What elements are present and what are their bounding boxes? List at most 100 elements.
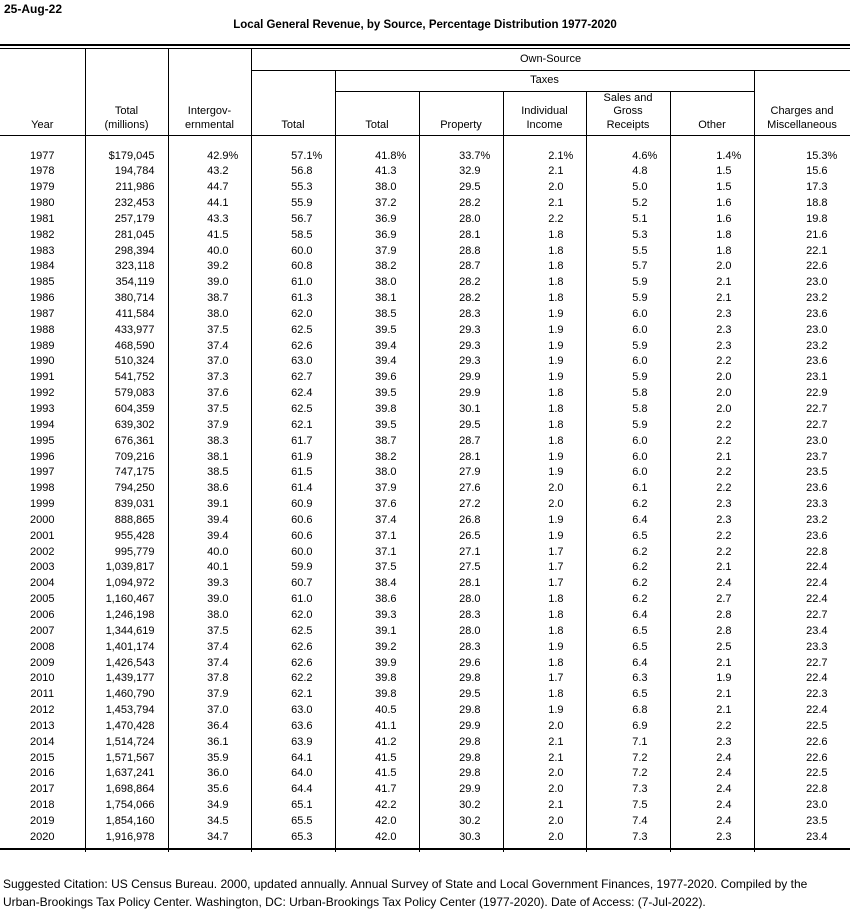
cell-sales-gross-receipts: 7.1 bbox=[586, 734, 671, 751]
cell-year: 1989 bbox=[0, 338, 86, 355]
cell-property: 28.0 bbox=[419, 623, 504, 640]
cell-sales-gross-receipts: 5.9 bbox=[586, 417, 671, 434]
cell-intergovernmental: 38.1 bbox=[168, 449, 252, 466]
cell-other: 2.1 bbox=[670, 703, 755, 719]
column-header-individual-income: Individual Income bbox=[503, 91, 587, 136]
cell-own-source-total: 63.0 bbox=[251, 703, 336, 719]
cell-year: 1990 bbox=[0, 354, 86, 371]
cell-intergovernmental: 34.7 bbox=[168, 829, 252, 846]
cell-own-source-total: 62.5 bbox=[251, 402, 336, 418]
cell-own-source-total: 56.8 bbox=[251, 164, 336, 181]
cell-intergovernmental: 39.4 bbox=[168, 512, 252, 529]
cell-intergovernmental: 38.0 bbox=[168, 607, 252, 624]
cell-other: 2.0 bbox=[670, 402, 755, 418]
cell-property: 28.0 bbox=[419, 592, 504, 608]
table-header: Year Total (millions) Intergov- ernmenta… bbox=[0, 49, 850, 136]
cell-sales-gross-receipts: 7.5 bbox=[586, 798, 671, 814]
cell-total-millions: 1,514,724 bbox=[85, 734, 169, 751]
spacer-cell bbox=[85, 848, 169, 852]
cell-other: 2.0 bbox=[670, 259, 755, 276]
cell-intergovernmental: 43.2 bbox=[168, 164, 252, 181]
cell-property: 28.1 bbox=[419, 576, 504, 593]
cell-year: 1993 bbox=[0, 402, 86, 418]
cell-individual-income: 1.8 bbox=[503, 607, 587, 624]
cell-property: 29.8 bbox=[419, 750, 504, 767]
cell-other: 2.1 bbox=[670, 560, 755, 577]
cell-year: 1977 bbox=[0, 148, 86, 165]
cell-year: 1984 bbox=[0, 259, 86, 276]
cell-individual-income: 2.1 bbox=[503, 164, 587, 181]
cell-property: 28.2 bbox=[419, 291, 504, 307]
cell-intergovernmental: 38.3 bbox=[168, 433, 252, 450]
cell-charges-miscellaneous: 22.4 bbox=[754, 671, 850, 688]
cell-property: 29.3 bbox=[419, 354, 504, 371]
cell-total-millions: 888,865 bbox=[85, 512, 169, 529]
cell-other: 2.1 bbox=[670, 291, 755, 307]
cell-charges-miscellaneous: 23.0 bbox=[754, 322, 850, 339]
cell-sales-gross-receipts: 6.0 bbox=[586, 306, 671, 323]
cell-other: 2.4 bbox=[670, 766, 755, 783]
cell-individual-income: 2.1 bbox=[503, 196, 587, 212]
cell-year: 1994 bbox=[0, 417, 86, 434]
cell-intergovernmental: 39.2 bbox=[168, 259, 252, 276]
cell-intergovernmental: 38.5 bbox=[168, 465, 252, 482]
cell-intergovernmental: 37.5 bbox=[168, 402, 252, 418]
table-row: 2010 1,439,177 37.8 62.2 39.8 29.8 1.7 6.3 1.9 22… bbox=[0, 671, 850, 688]
cell-year: 1987 bbox=[0, 306, 86, 323]
spacer-cell bbox=[168, 845, 252, 850]
cell-intergovernmental: 37.5 bbox=[168, 623, 252, 640]
cell-intergovernmental: 37.0 bbox=[168, 703, 252, 719]
table-row: 2016 1,637,241 36.0 64.0 41.5 29.8 2.0 7.2 2.4 22… bbox=[0, 766, 850, 783]
cell-intergovernmental: 39.4 bbox=[168, 528, 252, 545]
spacer-cell bbox=[754, 135, 850, 149]
cell-intergovernmental: 35.9 bbox=[168, 750, 252, 767]
cell-own-source-total: 55.9 bbox=[251, 196, 336, 212]
cell-total-millions: 639,302 bbox=[85, 417, 169, 434]
cell-total-millions: 676,361 bbox=[85, 433, 169, 450]
cell-property: 26.5 bbox=[419, 528, 504, 545]
table-row: 2001 955,428 39.4 60.6 37.1 26.5 1.9 6.5 2.2 23.6 bbox=[0, 528, 850, 545]
table-row: 1999 839,031 39.1 60.9 37.6 27.2 2.0 6.2 2.3 23.3 bbox=[0, 497, 850, 513]
cell-own-source-total: 62.2 bbox=[251, 671, 336, 688]
cell-year: 2000 bbox=[0, 512, 86, 529]
spacer-cell bbox=[251, 135, 336, 149]
table-row: 1996 709,216 38.1 61.9 38.2 28.1 1.9 6.0 2.1 23.7 bbox=[0, 449, 850, 466]
cell-sales-gross-receipts: 6.3 bbox=[586, 671, 671, 688]
cell-intergovernmental: 37.9 bbox=[168, 417, 252, 434]
table-row: 1987 411,584 38.0 62.0 38.5 28.3 1.9 6.0 2.3 23.6 bbox=[0, 306, 850, 323]
table-row: 2015 1,571,567 35.9 64.1 41.5 29.8 2.1 7.2 2.4 22… bbox=[0, 750, 850, 767]
cell-taxes-total: 38.5 bbox=[335, 306, 420, 323]
group-header-taxes: Taxes bbox=[335, 70, 755, 92]
cell-individual-income: 2.2 bbox=[503, 211, 587, 228]
cell-taxes-total: 41.5 bbox=[335, 766, 420, 783]
cell-taxes-total: 39.9 bbox=[335, 655, 420, 672]
cell-charges-miscellaneous: 22.7 bbox=[754, 655, 850, 672]
cell-own-source-total: 61.0 bbox=[251, 275, 336, 292]
cell-total-millions: 1,344,619 bbox=[85, 623, 169, 640]
cell-other: 1.5 bbox=[670, 164, 755, 181]
cell-individual-income: 1.9 bbox=[503, 449, 587, 466]
cell-property: 28.1 bbox=[419, 449, 504, 466]
report-date: 25-Aug-22 bbox=[4, 2, 63, 16]
table-row: 2019 1,854,160 34.5 65.5 42.0 30.2 2.0 7.4 2.4 23… bbox=[0, 813, 850, 830]
cell-total-millions: 839,031 bbox=[85, 497, 169, 513]
cell-taxes-total: 39.2 bbox=[335, 639, 420, 656]
cell-taxes-total: 37.1 bbox=[335, 544, 420, 561]
spacer-cell bbox=[503, 848, 587, 852]
cell-total-millions: 1,698,864 bbox=[85, 782, 169, 799]
cell-individual-income: 1.9 bbox=[503, 306, 587, 323]
cell-intergovernmental: 43.3 bbox=[168, 211, 252, 228]
column-header-charges-miscellaneous: Charges and Miscellaneous bbox=[754, 70, 850, 136]
spacer-cell bbox=[335, 845, 420, 850]
cell-year: 2018 bbox=[0, 798, 86, 814]
cell-sales-gross-receipts: 7.3 bbox=[586, 782, 671, 799]
cell-year: 2002 bbox=[0, 544, 86, 561]
cell-sales-gross-receipts: 6.0 bbox=[586, 449, 671, 466]
cell-total-millions: 468,590 bbox=[85, 338, 169, 355]
table-row: 1978 194,784 43.2 56.8 41.3 32.9 2.1 4.8 1.5 15.6 bbox=[0, 164, 850, 181]
cell-sales-gross-receipts: 6.5 bbox=[586, 639, 671, 656]
cell-charges-miscellaneous: 23.0 bbox=[754, 275, 850, 292]
cell-year: 1979 bbox=[0, 180, 86, 197]
cell-taxes-total: 38.6 bbox=[335, 592, 420, 608]
